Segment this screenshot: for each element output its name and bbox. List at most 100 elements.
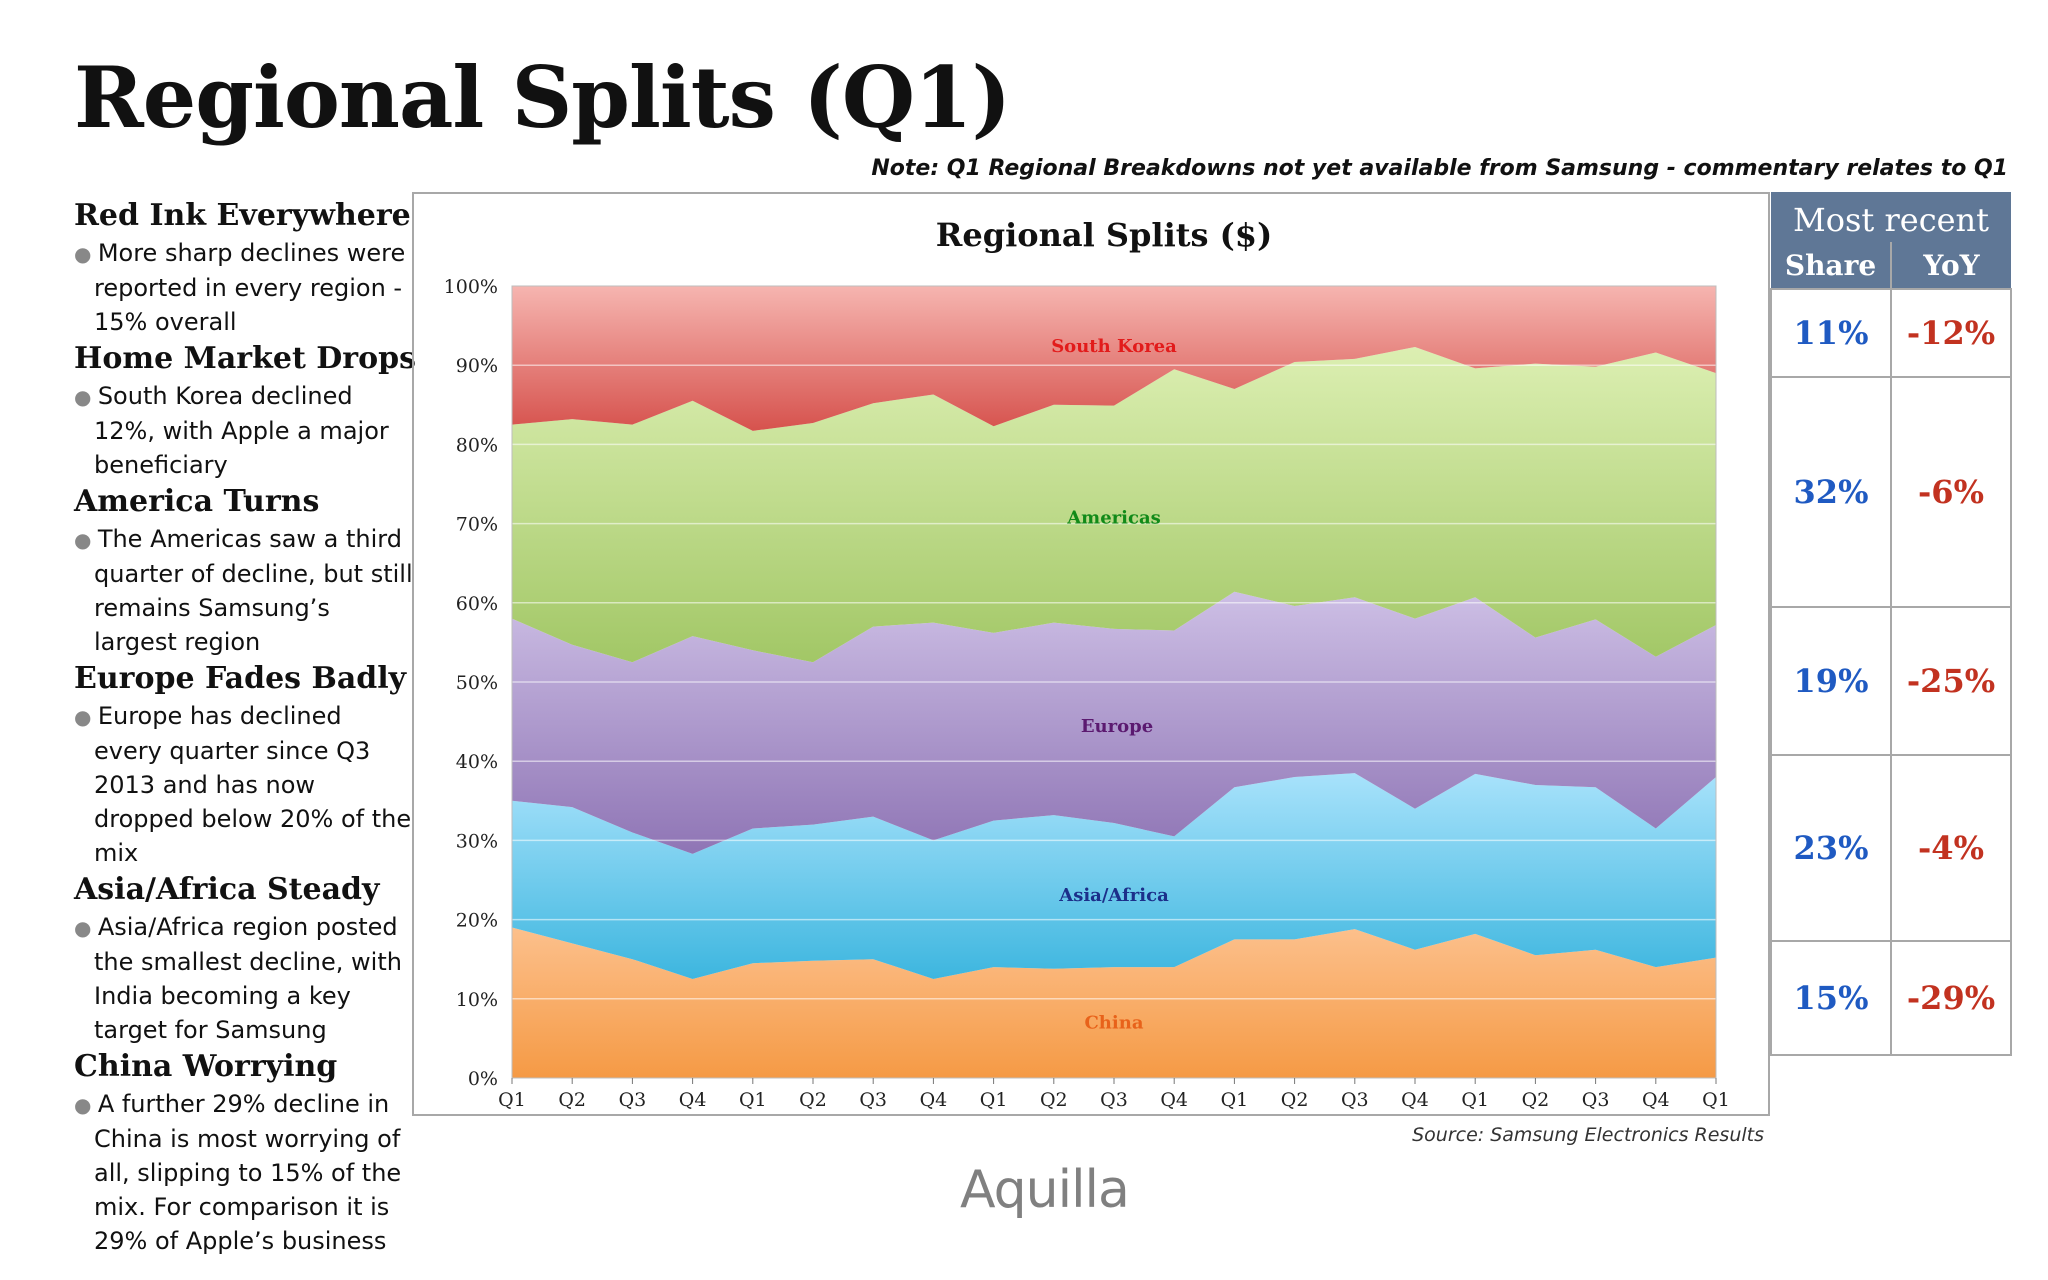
x-tick-label: Q2 bbox=[1040, 1089, 1068, 1111]
share-column-header: Share bbox=[1771, 242, 1892, 289]
x-tick-label: Q3 bbox=[859, 1089, 887, 1111]
note-text: Note: Q1 Regional Breakdowns not yet ava… bbox=[871, 156, 2008, 181]
y-tick-label: 30% bbox=[456, 830, 498, 852]
commentary-body: ● Asia/Africa region posted the smallest… bbox=[74, 910, 414, 1047]
x-tick-label: Q3 bbox=[619, 1089, 647, 1111]
y-tick-label: 50% bbox=[456, 672, 498, 694]
yoy-cell: -4% bbox=[1890, 754, 2012, 942]
series-label: China bbox=[1084, 1013, 1143, 1034]
commentary-heading: Asia/Africa Steady bbox=[74, 872, 380, 907]
x-tick-label: Q1 bbox=[1221, 1089, 1249, 1111]
commentary-heading: Red Ink Everywhere bbox=[74, 198, 411, 233]
commentary-text: The Americas saw a third quarter of decl… bbox=[94, 525, 413, 656]
series-label: Europe bbox=[1081, 716, 1153, 737]
x-tick-label: Q1 bbox=[980, 1089, 1008, 1111]
table-title: Most recent bbox=[1771, 192, 2011, 242]
commentary-heading: Europe Fades Badly bbox=[74, 661, 407, 696]
most-recent-table: Most recent Share YoY 11% -12% 32% -6% 1… bbox=[1770, 192, 2012, 1056]
share-cell: 32% bbox=[1770, 376, 1892, 608]
y-tick-label: 90% bbox=[456, 355, 498, 377]
commentary-item: China Worrying ● A further 29% decline i… bbox=[74, 1047, 414, 1258]
commentary-text: Europe has declined every quarter since … bbox=[94, 702, 412, 867]
bullet-icon: ● bbox=[74, 705, 98, 729]
commentary-item: Asia/Africa Steady ● Asia/Africa region … bbox=[74, 870, 414, 1047]
x-tick-label: Q4 bbox=[679, 1089, 707, 1111]
bullet-icon: ● bbox=[74, 1093, 98, 1117]
commentary-body: ● A further 29% decline in China is most… bbox=[74, 1087, 414, 1258]
commentary-item: America Turns ● The Americas saw a third… bbox=[74, 482, 414, 659]
commentary-text: Asia/Africa region posted the smallest d… bbox=[94, 913, 402, 1044]
chart-areas bbox=[512, 286, 1716, 1078]
series-label: Asia/Africa bbox=[1058, 885, 1169, 906]
table-row: 32% -6% bbox=[1770, 376, 2012, 608]
series-area-americas bbox=[512, 347, 1716, 663]
x-tick-label: Q3 bbox=[1341, 1089, 1369, 1111]
share-cell: 11% bbox=[1770, 288, 1892, 378]
x-tick-label: Q4 bbox=[1160, 1089, 1188, 1111]
yoy-cell: -25% bbox=[1890, 606, 2012, 756]
series-area-china bbox=[512, 927, 1716, 1078]
x-tick-label: Q2 bbox=[558, 1089, 586, 1111]
x-tick-label: Q2 bbox=[1281, 1089, 1309, 1111]
brand-logo: Aquilla bbox=[960, 1160, 1130, 1220]
commentary-body: ● The Americas saw a third quarter of de… bbox=[74, 522, 414, 659]
commentary-heading: China Worrying bbox=[74, 1049, 338, 1084]
bullet-icon: ● bbox=[74, 528, 98, 552]
share-cell: 23% bbox=[1770, 754, 1892, 942]
regional-splits-chart: Regional Splits ($) 0% 10% 20% 30% 40% 50% 60%… bbox=[444, 216, 1730, 1111]
commentary-text: More sharp declines were reported in eve… bbox=[94, 239, 406, 336]
series-label: Americas bbox=[1066, 507, 1161, 528]
series-area-asia-africa bbox=[512, 773, 1716, 979]
yoy-column-header: YoY bbox=[1891, 242, 2011, 289]
table-row: 23% -4% bbox=[1770, 754, 2012, 942]
y-tick-label: 70% bbox=[456, 514, 498, 536]
yoy-cell: -6% bbox=[1890, 376, 2012, 608]
y-tick-label: 40% bbox=[456, 751, 498, 773]
yoy-cell: -12% bbox=[1890, 288, 2012, 378]
series-labels: China Asia/Africa Europe Americas South Kore… bbox=[1051, 336, 1177, 1034]
x-tick-label: Q4 bbox=[1401, 1089, 1429, 1111]
share-cell: 15% bbox=[1770, 940, 1892, 1056]
y-tick-label: 80% bbox=[456, 434, 498, 456]
y-tick-label: 60% bbox=[456, 593, 498, 615]
bullet-icon: ● bbox=[74, 242, 98, 266]
commentary-item: Home Market Drops ● South Korea declined… bbox=[74, 339, 416, 482]
page-title: Regional Splits (Q1) bbox=[74, 48, 1011, 147]
y-axis: 0% 10% 20% 30% 40% 50% 60% 70% 80% 90% 100% bbox=[444, 276, 498, 1090]
x-tick-label: Q2 bbox=[799, 1089, 827, 1111]
x-tick-label: Q3 bbox=[1582, 1089, 1610, 1111]
commentary-sidebar: Red Ink Everywhere ● More sharp declines… bbox=[74, 196, 416, 1258]
commentary-body: ● South Korea declined 12%, with Apple a… bbox=[74, 379, 414, 482]
chart-frame: Regional Splits ($) 0% 10% 20% 30% 40% 50% 60%… bbox=[412, 192, 1770, 1116]
bullet-icon: ● bbox=[74, 916, 98, 940]
x-tick-label: Q1 bbox=[1702, 1089, 1730, 1111]
y-tick-label: 100% bbox=[444, 276, 498, 298]
commentary-heading: Home Market Drops bbox=[74, 341, 416, 376]
series-label: South Korea bbox=[1051, 336, 1177, 357]
x-tick-label: Q4 bbox=[1642, 1089, 1670, 1111]
x-tick-label: Q3 bbox=[1100, 1089, 1128, 1111]
table-row: 15% -29% bbox=[1770, 940, 2012, 1056]
commentary-text: A further 29% decline in China is most w… bbox=[94, 1090, 402, 1255]
commentary-heading: America Turns bbox=[74, 484, 320, 519]
yoy-cell: -29% bbox=[1890, 940, 2012, 1056]
source-note: Source: Samsung Electronics Results bbox=[1412, 1124, 1764, 1146]
bullet-icon: ● bbox=[74, 385, 98, 409]
x-tick-label: Q4 bbox=[920, 1089, 948, 1111]
x-tick-label: Q1 bbox=[498, 1089, 526, 1111]
share-cell: 19% bbox=[1770, 606, 1892, 756]
x-tick-label: Q1 bbox=[1461, 1089, 1489, 1111]
table-row: 11% -12% bbox=[1770, 288, 2012, 378]
commentary-item: Red Ink Everywhere ● More sharp declines… bbox=[74, 196, 414, 339]
commentary-body: ● Europe has declined every quarter sinc… bbox=[74, 699, 414, 870]
series-area-europe bbox=[512, 591, 1716, 854]
x-tick-label: Q2 bbox=[1522, 1089, 1550, 1111]
series-area-south-korea bbox=[512, 286, 1716, 431]
commentary-item: Europe Fades Badly ● Europe has declined… bbox=[74, 659, 414, 870]
x-tick-label: Q1 bbox=[739, 1089, 767, 1111]
x-axis: Q1'10Q2'10Q3'10Q4'10Q1'11Q2'11Q3'11Q4'11… bbox=[498, 1078, 1730, 1111]
chart-title: Regional Splits ($) bbox=[936, 216, 1272, 254]
y-tick-label: 10% bbox=[456, 989, 498, 1011]
commentary-body: ● More sharp declines were reported in e… bbox=[74, 236, 414, 339]
table-row: 19% -25% bbox=[1770, 606, 2012, 756]
